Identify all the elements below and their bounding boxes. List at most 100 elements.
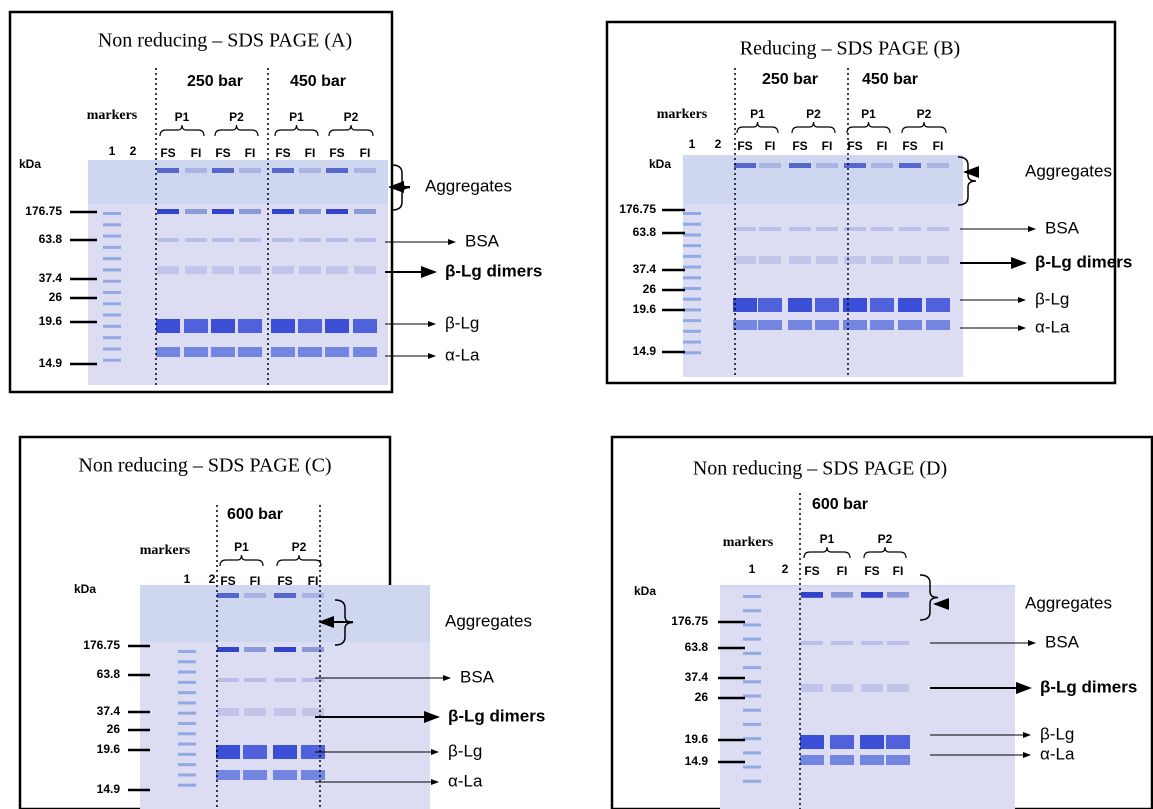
blg-band — [298, 319, 322, 333]
ala-band — [211, 347, 235, 357]
group-label: P1 — [175, 110, 190, 124]
fraction-label: FI — [305, 146, 316, 160]
ala-band — [353, 347, 377, 357]
well-band — [759, 163, 781, 168]
band-label: Aggregates — [1025, 593, 1112, 612]
blg-band — [898, 298, 922, 312]
agg-band — [887, 592, 909, 597]
group-label: P1 — [234, 540, 249, 554]
group-label: P2 — [878, 532, 893, 546]
dimer-band — [861, 684, 883, 692]
kda-label: kDa — [649, 157, 671, 171]
bsa-band — [816, 227, 838, 231]
bsa-band — [157, 238, 179, 242]
dimer-band — [871, 256, 893, 264]
aggregates-brace — [919, 574, 939, 621]
ala-band — [184, 347, 208, 357]
well-band — [844, 163, 866, 168]
blg-band — [815, 298, 839, 312]
group-label: P1 — [861, 107, 876, 121]
well-band — [185, 168, 207, 173]
ladder-band — [683, 233, 701, 237]
bsa-band — [326, 238, 348, 242]
panel-title: Reducing – SDS PAGE (B) — [740, 38, 960, 60]
blg-band — [184, 319, 208, 333]
ladder-band — [178, 752, 196, 756]
ladder-band — [103, 212, 121, 215]
bsa-band — [759, 227, 781, 231]
ladder-band — [743, 779, 761, 783]
mw-label: 14.9 — [685, 754, 709, 768]
bsa-band — [244, 678, 266, 682]
blg-band — [273, 745, 297, 759]
panel-title: Non reducing – SDS PAGE (A) — [98, 30, 352, 52]
ala-band — [800, 755, 824, 765]
group-brace — [791, 121, 836, 134]
ala-band — [788, 320, 812, 330]
ala-band — [860, 755, 884, 765]
mw-label: 14.9 — [97, 782, 121, 796]
ala-band — [830, 755, 854, 765]
fraction-label: FI — [765, 139, 776, 153]
ladder-band — [178, 701, 196, 705]
fraction-label: FS — [275, 146, 290, 160]
band-label: Aggregates — [445, 611, 532, 630]
mw-label: 63.8 — [97, 667, 121, 681]
fraction-label: FS — [804, 564, 819, 578]
lane-label: 2 — [130, 144, 137, 158]
ladder-band — [178, 691, 196, 695]
fraction-label: FI — [245, 146, 256, 160]
agg-band — [801, 592, 823, 597]
panel-title: Non reducing – SDS PAGE (D) — [693, 458, 947, 480]
dimer-band — [789, 256, 811, 264]
markers-label: markers — [723, 535, 774, 550]
blg-band — [353, 319, 377, 333]
fraction-label: FI — [837, 564, 848, 578]
blg-band — [243, 745, 267, 759]
bsa-band — [801, 641, 823, 645]
blg-band — [758, 298, 782, 312]
ladder-band — [683, 276, 701, 280]
band-label: α-La — [448, 771, 483, 790]
fraction-label: FI — [933, 139, 944, 153]
group-label: P1 — [750, 107, 765, 121]
mw-label: 26 — [643, 282, 657, 296]
band-label: β-Lg dimers — [1040, 677, 1137, 696]
ladder-band — [103, 336, 121, 340]
agg-band — [244, 647, 266, 652]
dimer-band — [816, 256, 838, 264]
ala-band — [886, 755, 910, 765]
blg-band — [843, 298, 867, 312]
blg-band — [886, 735, 910, 749]
mw-label: 19.6 — [97, 742, 121, 756]
group-brace — [159, 124, 205, 137]
mw-label: 26 — [107, 722, 121, 736]
ladder-band — [178, 783, 196, 787]
band-label: α-La — [445, 345, 480, 364]
ladder-band — [103, 324, 121, 328]
ladder-band — [103, 268, 121, 272]
blg-band — [216, 745, 240, 759]
ladder-band — [743, 609, 761, 613]
bsa-band — [861, 641, 883, 645]
blg-band — [238, 319, 262, 333]
ala-band — [238, 347, 262, 357]
agg-band — [212, 209, 234, 214]
well-band — [272, 168, 294, 173]
group-label: P2 — [917, 107, 932, 121]
well-band — [244, 593, 266, 598]
dimer-band — [759, 256, 781, 264]
group-brace — [901, 121, 947, 134]
band-label: Aggregates — [425, 176, 512, 195]
band-label: BSA — [1045, 218, 1080, 237]
fraction-label: FI — [822, 139, 833, 153]
pressure-label: 250 bar — [762, 71, 818, 88]
ladder-band — [178, 670, 196, 674]
blg-band — [271, 319, 295, 333]
lane-label: 2 — [209, 572, 216, 586]
fraction-label: FS — [902, 139, 917, 153]
mw-label: 63.8 — [39, 232, 63, 246]
well-band — [734, 163, 756, 168]
agg-band — [354, 209, 376, 214]
ladder-band — [103, 302, 121, 306]
